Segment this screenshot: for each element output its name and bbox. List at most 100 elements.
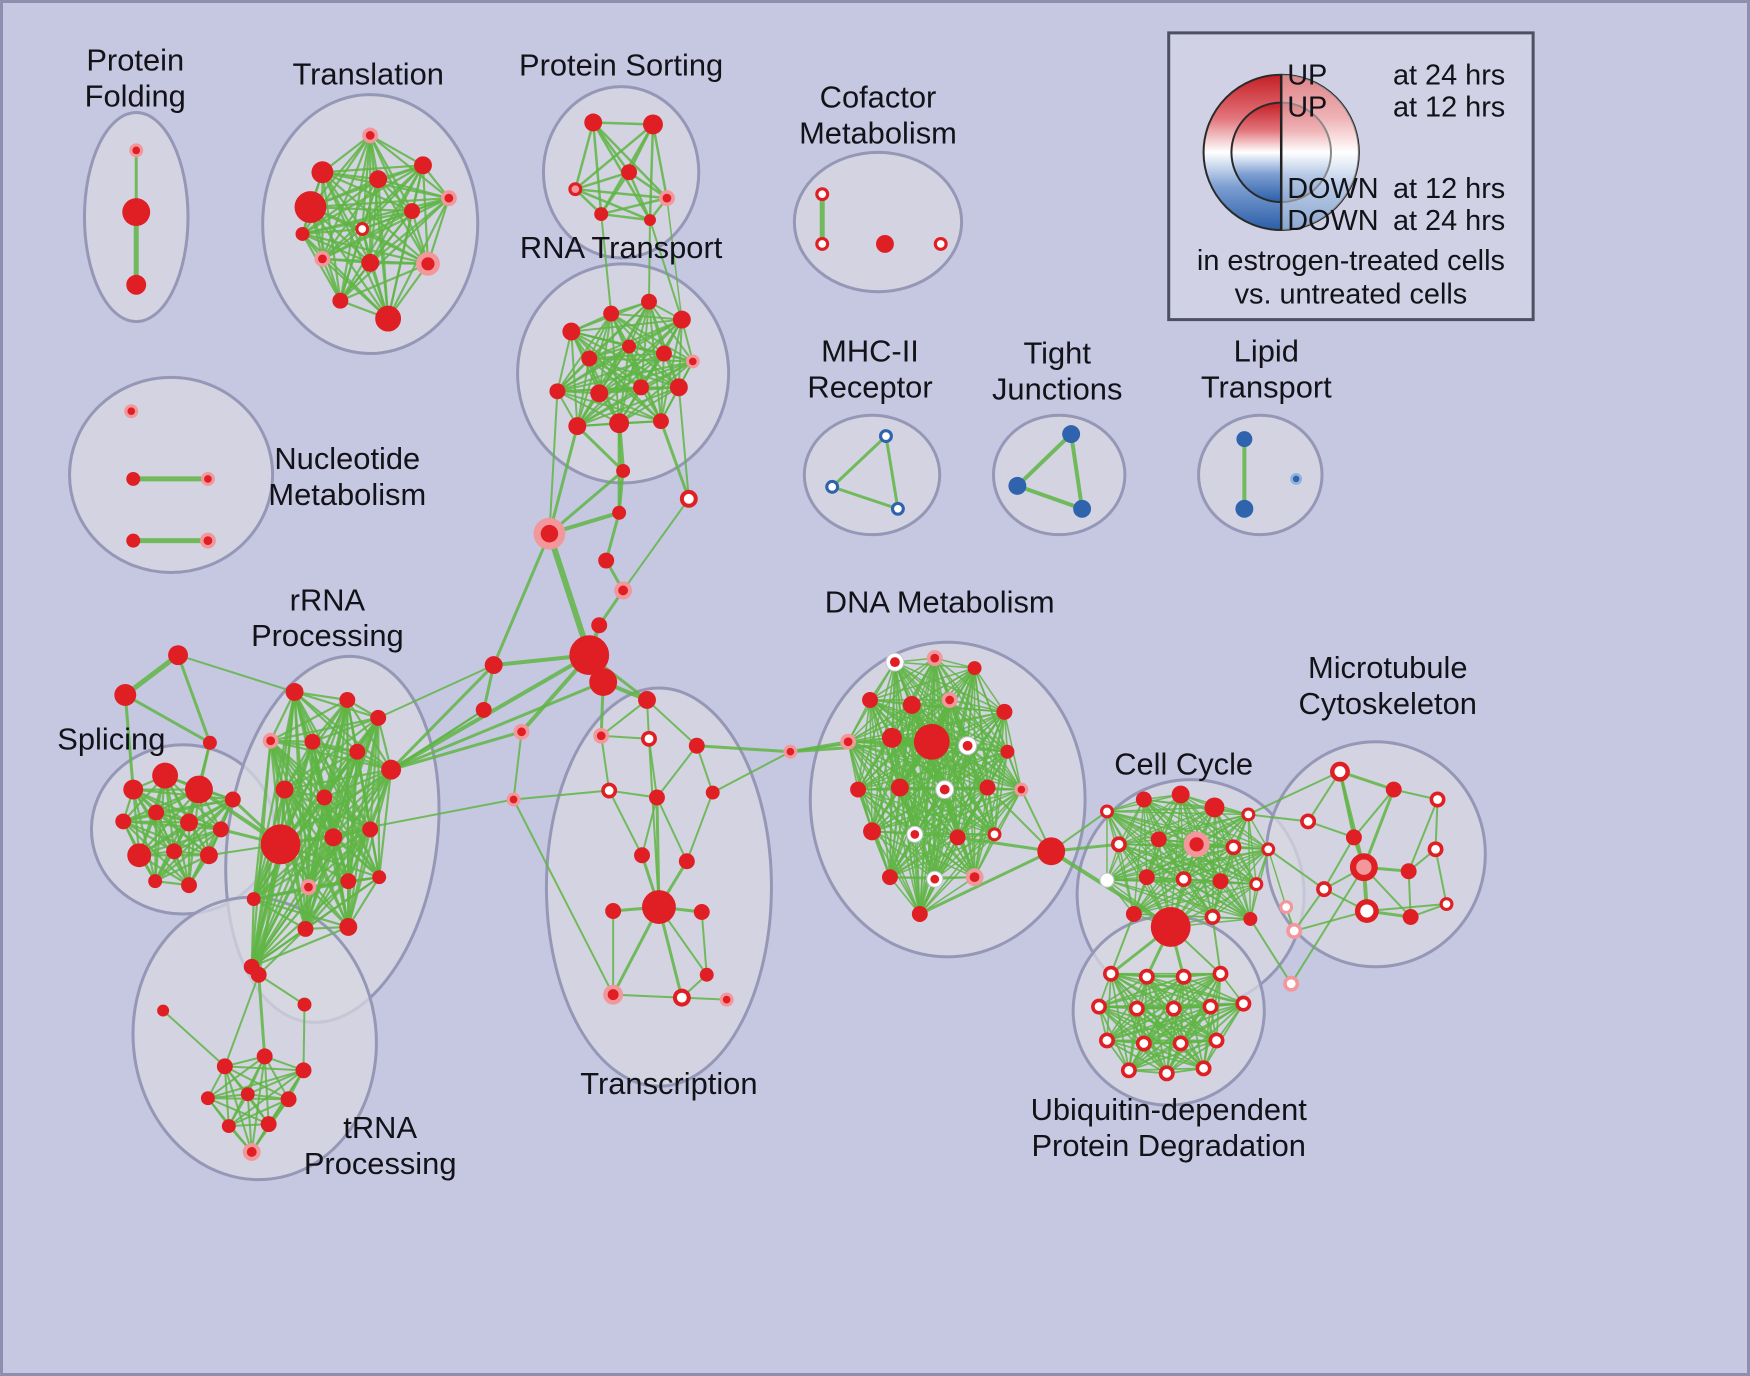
network-node <box>168 645 189 666</box>
network-edge <box>889 750 1009 878</box>
network-node-core <box>910 829 920 839</box>
network-node-core <box>930 874 940 884</box>
cluster-label-cell-cycle: Cell Cycle <box>1114 747 1253 782</box>
network-edge <box>1323 836 1355 891</box>
network-node <box>324 828 343 847</box>
network-edge <box>252 876 381 901</box>
network-edge <box>177 654 296 693</box>
network-edge <box>677 386 690 500</box>
cluster-label-nucleotide-metabolism: Nucleotide <box>274 441 420 476</box>
network-edge <box>889 836 959 878</box>
network-edge <box>576 318 683 428</box>
network-edge <box>206 1055 266 1100</box>
network-node <box>913 723 950 760</box>
network-node-core <box>604 786 614 795</box>
network-node-core <box>962 740 973 751</box>
network-edge <box>1247 770 1341 816</box>
network-node <box>484 656 503 675</box>
network-edge <box>1098 975 1185 1008</box>
cluster-label-mhc-ii-receptor: MHC-II <box>821 333 919 368</box>
network-edge <box>301 232 372 264</box>
network-node-core <box>1106 969 1116 979</box>
network-edge <box>1127 1007 1138 1072</box>
network-node <box>115 813 132 830</box>
cluster-label-tight-junctions: Tight <box>1023 335 1091 370</box>
network-edge <box>556 345 631 393</box>
network-edge <box>1293 910 1368 932</box>
network-node <box>340 873 357 890</box>
network-edge <box>250 739 272 968</box>
network-edge <box>556 360 694 393</box>
network-edge <box>695 744 792 754</box>
network-node-core <box>688 357 697 366</box>
cluster-label-ubiquitin-degradation: Ubiquitin-dependent <box>1031 1092 1308 1127</box>
network-edge <box>301 227 364 236</box>
network-node <box>621 164 638 181</box>
network-node-core <box>444 193 454 203</box>
network-edge <box>556 330 573 393</box>
network-edge <box>309 164 425 209</box>
network-node-core <box>1264 845 1273 854</box>
network-node-core <box>203 536 213 546</box>
network-node <box>127 843 152 868</box>
network-edge <box>956 835 1053 853</box>
network-edge <box>556 352 665 393</box>
network-edge <box>223 1065 290 1101</box>
network-edge <box>547 469 625 536</box>
network-edge <box>257 927 307 976</box>
network-edge <box>575 424 625 473</box>
network-node <box>1243 912 1258 926</box>
network-edge <box>919 876 976 915</box>
network-edge <box>948 699 1023 791</box>
network-edge <box>646 698 698 747</box>
network-node-core <box>607 989 619 1001</box>
network-node <box>294 191 327 224</box>
legend-row-time-1: at 12 hrs <box>1393 92 1505 124</box>
network-node <box>166 843 183 860</box>
network-edge <box>588 352 665 360</box>
network-edge <box>677 318 683 389</box>
network-edge <box>387 209 414 320</box>
cluster-label-splicing: Splicing <box>57 722 165 757</box>
network-node <box>594 207 609 222</box>
network-node <box>375 305 402 332</box>
legend-row-time-3: at 24 hrs <box>1393 205 1505 237</box>
network-edge <box>1293 888 1326 932</box>
network-node-core <box>596 731 606 741</box>
network-node <box>260 824 301 865</box>
cluster-ellipse-lipid-transport <box>1197 413 1324 537</box>
network-node <box>616 463 631 478</box>
network-edge <box>250 925 350 968</box>
network-node-core <box>945 695 955 705</box>
network-node <box>200 1091 215 1106</box>
network-node <box>642 890 676 924</box>
network-node-core <box>1252 880 1261 888</box>
network-edge <box>154 788 201 883</box>
network-node <box>221 1119 236 1134</box>
network-node <box>603 305 620 322</box>
network-edge <box>1118 806 1216 846</box>
network-edge <box>599 171 631 216</box>
network-edge <box>309 197 450 209</box>
legend: UP at 24 hrs UP at 12 hrs DOWN at 12 hrs DOWN a… <box>1167 31 1535 322</box>
network-edge <box>574 187 652 222</box>
network-edge <box>1127 1039 1218 1072</box>
network-edge <box>1109 913 1135 975</box>
network-edge <box>1365 903 1448 913</box>
network-edge <box>283 768 393 791</box>
network-edge <box>598 352 665 395</box>
network-edge <box>1267 848 1326 891</box>
network-edge <box>302 1003 306 1072</box>
network-node <box>590 384 609 403</box>
network-node <box>1150 907 1191 947</box>
cluster-label-tight-junctions: Junctions <box>992 371 1122 406</box>
network-edge <box>857 699 871 791</box>
network-node <box>157 1004 170 1017</box>
network-edge <box>576 386 680 428</box>
network-node <box>562 322 581 341</box>
network-edge <box>1352 788 1395 839</box>
network-edge <box>1106 848 1270 881</box>
network-edge <box>914 833 976 878</box>
network-node-core <box>1212 1036 1221 1045</box>
cluster-label-transcription: Transcription <box>580 1066 757 1101</box>
